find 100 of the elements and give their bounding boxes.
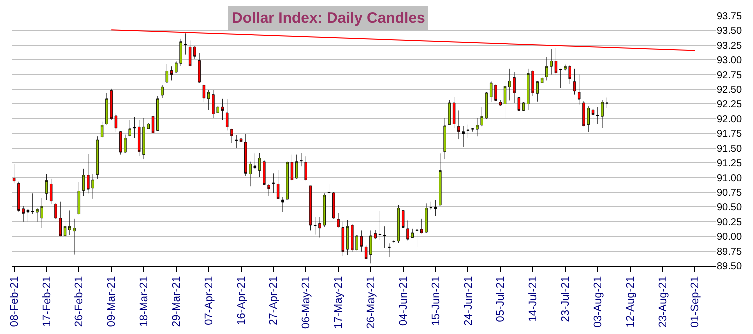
- candlestick: [286, 162, 289, 200]
- x-tick-label: 29-Mar-21: [170, 276, 183, 328]
- x-tick-label: 16-Apr-21: [236, 276, 248, 326]
- candlestick: [133, 116, 136, 139]
- y-tick-label: 91.00: [717, 173, 742, 184]
- candlestick: [499, 100, 502, 106]
- y-tick-label: 91.75: [717, 129, 742, 140]
- candlestick: [485, 92, 488, 120]
- candlestick: [45, 174, 48, 200]
- candlestick: [383, 226, 386, 249]
- y-tick-label: 90.50: [717, 202, 742, 214]
- candlestick: [166, 64, 169, 84]
- x-tick-label: 24-Jun-21: [462, 276, 475, 326]
- candlestick: [332, 192, 336, 220]
- candlestick: [304, 156, 308, 181]
- x-tick-label: 18-Mar-21: [138, 276, 151, 328]
- candlestick: [198, 52, 201, 84]
- x-tick-label: 17-May-21: [333, 276, 346, 329]
- candlestick: [444, 118, 446, 160]
- x-tick-label: 26-May-21: [366, 276, 378, 329]
- candlestick: [573, 68, 576, 96]
- candlestick: [272, 173, 276, 194]
- candlestick: [448, 100, 452, 126]
- y-tick-label: 90.00: [717, 232, 742, 244]
- candlestick: [82, 168, 86, 196]
- candlestick: [328, 184, 331, 202]
- x-tick-label: 01-Sep-21: [690, 276, 702, 328]
- candlestick: [64, 221, 67, 240]
- candlestick: [50, 178, 53, 204]
- x-tick-label: 08-Feb-21: [8, 276, 21, 328]
- candlestick: [416, 229, 419, 248]
- chart-title: Dollar Index: Daily Candles: [232, 10, 426, 27]
- x-tick-label: 27-Apr-21: [268, 276, 280, 326]
- candlestick: [170, 66, 174, 81]
- candlestick: [221, 98, 224, 120]
- candlestick: [276, 170, 280, 200]
- y-tick-label: 92.00: [717, 114, 742, 126]
- y-tick-label: 89.75: [717, 246, 742, 258]
- candlestick: [378, 211, 382, 240]
- candlestick: [309, 186, 312, 231]
- x-tick-label: 03-Aug-21: [592, 276, 604, 328]
- candlestick: [554, 48, 558, 76]
- candlestick: [78, 182, 81, 216]
- candlestick: [26, 210, 30, 222]
- candlestick: [128, 120, 132, 137]
- x-tick-label: 15-Jun-21: [430, 276, 442, 326]
- candlestick: [540, 76, 544, 84]
- x-tick-label: 06-May-21: [300, 276, 313, 329]
- candlestick: [346, 220, 350, 256]
- candlestick: [230, 128, 234, 144]
- candlestick: [258, 152, 262, 178]
- x-tick-label: 09-Mar-21: [106, 276, 118, 328]
- y-tick-label: 90.25: [717, 217, 742, 228]
- candlestick: [290, 154, 294, 181]
- candlestick: [12, 164, 16, 184]
- candlestick: [342, 222, 345, 256]
- candlestick: [300, 152, 303, 167]
- x-tick-label: 14-Jul-21: [528, 276, 540, 322]
- candlestick: [402, 210, 405, 229]
- candlestick: [295, 154, 298, 180]
- x-tick-label: 07-Apr-21: [203, 276, 216, 326]
- y-tick-label: 92.25: [717, 100, 742, 111]
- candlestick: [439, 153, 442, 206]
- candlestick: [388, 243, 391, 258]
- candlestick: [263, 160, 266, 186]
- candlestick: [518, 98, 521, 112]
- candlestick: [522, 102, 526, 112]
- candlestick: [152, 112, 155, 134]
- candlestick: [592, 108, 595, 124]
- y-tick-label: 92.75: [717, 70, 742, 82]
- x-tick-label: 04-Jun-21: [398, 276, 410, 326]
- x-tick-label: 23-Jul-21: [560, 276, 572, 322]
- y-tick-label: 93.25: [717, 40, 742, 52]
- candlestick: [161, 85, 164, 99]
- x-tick-label: 26-Feb-21: [74, 276, 86, 328]
- candlestick: [96, 136, 100, 180]
- candlestick: [235, 135, 238, 149]
- y-tick-label: 89.50: [717, 262, 742, 272]
- candlestick: [240, 136, 243, 142]
- y-tick-label: 93.75: [717, 12, 742, 22]
- candlestick: [578, 74, 581, 106]
- candlestick: [434, 200, 438, 216]
- candlestick: [466, 124, 470, 139]
- x-tick-label: 12-Aug-21: [624, 276, 637, 328]
- candlestick: [504, 80, 507, 119]
- candlestick: [100, 122, 104, 138]
- candlestick: [202, 84, 206, 103]
- y-tick-label: 91.25: [717, 158, 742, 170]
- y-tick-label: 92.50: [717, 85, 742, 96]
- x-tick-label: 05-Jul-21: [495, 276, 508, 322]
- y-tick-label: 91.50: [717, 144, 742, 155]
- y-tick-label: 93.50: [717, 26, 742, 38]
- candlestick: [156, 96, 160, 132]
- x-tick-label: 17-Feb-21: [41, 276, 54, 328]
- y-tick-label: 90.75: [717, 188, 742, 199]
- candlestick: [282, 196, 284, 213]
- x-tick-label: 23-Aug-21: [657, 276, 670, 328]
- y-tick-label: 93.00: [717, 56, 742, 67]
- candlestick: [226, 99, 229, 131]
- candlestick: [114, 113, 118, 133]
